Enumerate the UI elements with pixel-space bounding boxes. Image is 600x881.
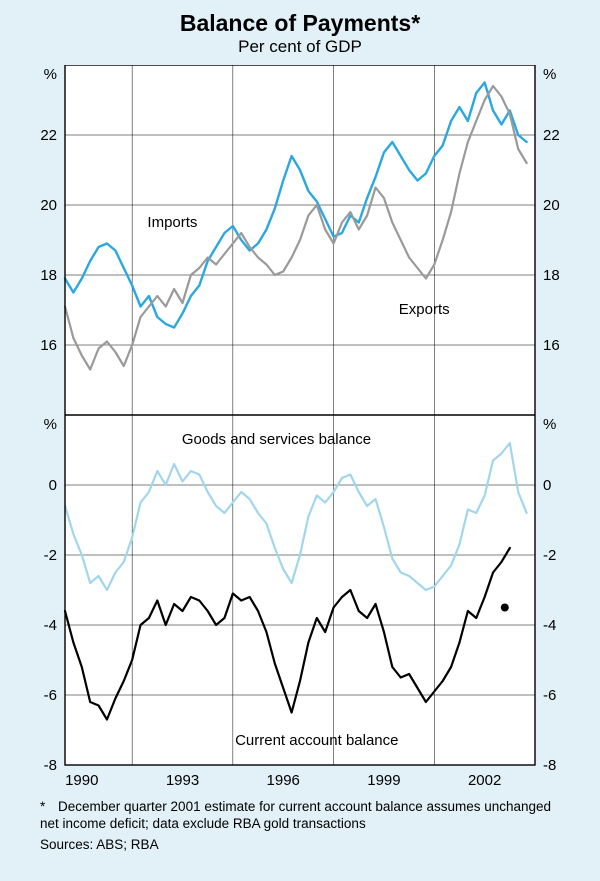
svg-text:-4: -4 — [543, 617, 556, 634]
svg-text:%: % — [543, 66, 556, 83]
series-label: Exports — [399, 301, 450, 318]
svg-text:%: % — [44, 416, 57, 433]
footnote: *December quarter 2001 estimate for curr… — [40, 799, 568, 833]
svg-text:22: 22 — [543, 127, 560, 144]
svg-text:18: 18 — [543, 267, 560, 284]
svg-text:-2: -2 — [44, 547, 57, 564]
svg-text:20: 20 — [543, 197, 560, 214]
chart-container: Balance of Payments* Per cent of GDP 161… — [12, 10, 588, 871]
svg-text:%: % — [543, 416, 556, 433]
series-label: Current account balance — [235, 732, 398, 749]
footnote-text: December quarter 2001 estimate for curre… — [40, 799, 551, 831]
svg-text:22: 22 — [40, 127, 57, 144]
svg-text:-2: -2 — [543, 547, 556, 564]
footnote-marker: * — [40, 799, 58, 816]
svg-text:-8: -8 — [543, 757, 556, 774]
svg-text:-8: -8 — [44, 757, 57, 774]
footer-wrap: *December quarter 2001 estimate for curr… — [12, 799, 588, 852]
svg-text:-4: -4 — [44, 617, 57, 634]
svg-text:1999: 1999 — [367, 772, 400, 789]
sources-line: Sources: ABS; RBA — [40, 837, 568, 852]
svg-text:-6: -6 — [44, 687, 57, 704]
plot-svg: 16 16 18 18 20 20 22 22%% -8 -8 -6 -6 -4 -4 -2 -2 0 0%% 19… — [12, 65, 588, 793]
svg-text:20: 20 — [40, 197, 57, 214]
chart-title: Balance of Payments* — [12, 10, 588, 37]
svg-text:%: % — [44, 66, 57, 83]
svg-text:16: 16 — [40, 337, 57, 354]
svg-text:-6: -6 — [543, 687, 556, 704]
series-label: Goods and services balance — [182, 431, 371, 448]
sources-text: ABS; RBA — [96, 837, 158, 852]
sources-label: Sources: — [40, 837, 93, 852]
svg-text:1990: 1990 — [65, 772, 98, 789]
svg-text:1993: 1993 — [166, 772, 199, 789]
svg-text:2002: 2002 — [468, 772, 501, 789]
svg-text:0: 0 — [543, 477, 551, 494]
svg-text:16: 16 — [543, 337, 560, 354]
plot-area: 16 16 18 18 20 20 22 22%% -8 -8 -6 -6 -4 -4 -2 -2 0 0%% 19… — [12, 65, 588, 793]
series-label: Imports — [147, 214, 197, 231]
chart-subtitle: Per cent of GDP — [12, 37, 588, 57]
svg-text:18: 18 — [40, 267, 57, 284]
svg-text:1996: 1996 — [267, 772, 300, 789]
svg-text:0: 0 — [49, 477, 57, 494]
